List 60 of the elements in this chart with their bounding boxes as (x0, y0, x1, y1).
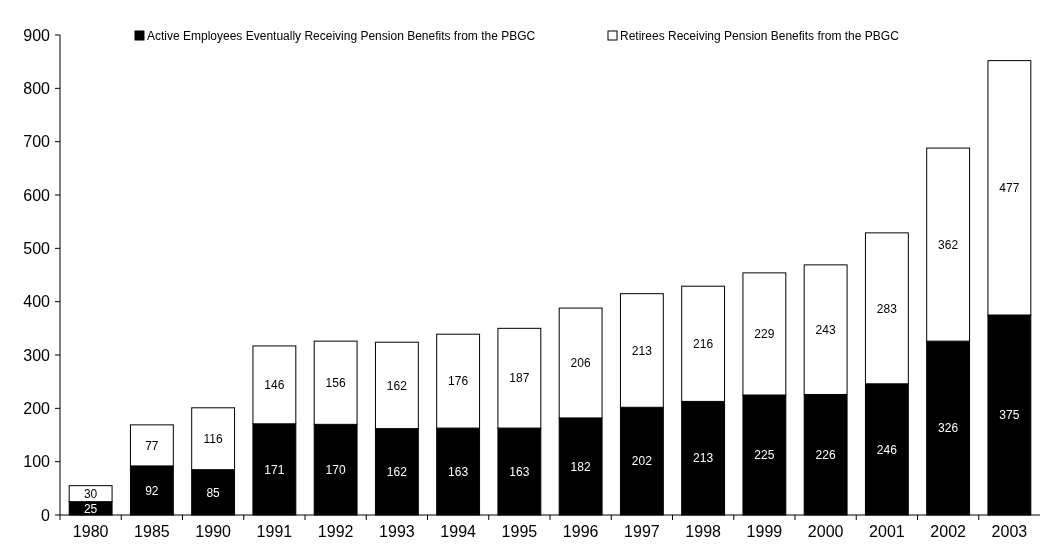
x-tick-label: 2002 (930, 523, 967, 540)
data-label: 163 (448, 464, 469, 479)
data-label: 182 (570, 459, 591, 474)
x-tick-label: 1990 (195, 523, 232, 540)
legend-label: Retirees Receiving Pension Benefits from the PBGC (620, 29, 900, 43)
data-label: 85 (206, 485, 221, 500)
x-tick-label: 1985 (134, 523, 170, 540)
data-label: 162 (386, 378, 408, 393)
y-tick-label: 500 (23, 239, 51, 257)
x-tick-label: 1991 (256, 523, 293, 540)
legend-label: Active Employees Eventually Receiving Pension Benefits from the PBGC (147, 29, 536, 43)
data-label: 216 (693, 337, 714, 351)
y-tick-label: 0 (41, 506, 51, 524)
y-tick-label: 700 (23, 133, 51, 151)
x-tick-label: 1994 (440, 523, 477, 540)
data-label: 162 (386, 465, 408, 479)
x-tick-label: 1995 (501, 523, 538, 540)
data-label: 246 (876, 442, 898, 457)
y-tick-label: 200 (23, 399, 51, 417)
data-label: 226 (815, 447, 836, 462)
data-label: 213 (631, 343, 653, 358)
data-label: 477 (999, 181, 1020, 195)
x-tick-label: 1996 (562, 523, 599, 540)
data-label: 170 (325, 462, 346, 477)
data-label: 225 (754, 448, 775, 463)
data-label: 362 (938, 237, 959, 252)
y-tick-label: 800 (23, 79, 51, 97)
data-label: 146 (264, 378, 285, 393)
x-tick-label: 1980 (72, 523, 109, 540)
data-label: 283 (876, 301, 898, 316)
x-tick-label: 1997 (624, 523, 660, 540)
y-tick-label: 600 (23, 186, 51, 204)
data-label: 229 (754, 327, 775, 342)
x-tick-label: 2000 (807, 523, 844, 540)
x-tick-label: 1998 (685, 523, 722, 540)
data-label: 171 (264, 462, 285, 477)
x-tick-label: 2003 (991, 523, 1028, 540)
data-label: 116 (203, 431, 224, 446)
data-label: 375 (999, 408, 1020, 423)
data-label: 163 (509, 464, 530, 479)
data-label: 156 (325, 375, 346, 390)
data-label: 326 (938, 421, 959, 436)
x-tick-label: 1999 (746, 523, 783, 540)
x-tick-label: 2001 (869, 523, 905, 540)
data-label: 25 (83, 501, 98, 516)
y-tick-label: 900 (23, 26, 51, 44)
y-tick-label: 300 (23, 346, 51, 364)
x-tick-label: 1992 (317, 523, 354, 540)
y-tick-label: 400 (23, 293, 51, 311)
y-tick-label: 100 (23, 453, 51, 471)
data-label: 30 (83, 486, 98, 501)
data-label: 187 (509, 371, 530, 386)
data-label: 77 (145, 438, 159, 453)
data-label: 206 (570, 356, 591, 371)
data-label: 243 (815, 322, 836, 337)
x-tick-label: 1993 (379, 523, 415, 540)
data-label: 213 (693, 451, 714, 466)
data-label: 176 (448, 374, 469, 389)
data-label: 202 (631, 454, 653, 469)
data-label: 92 (145, 483, 159, 498)
